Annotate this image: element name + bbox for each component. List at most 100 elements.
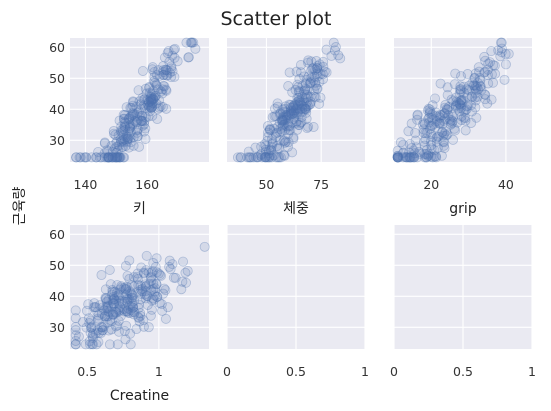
data-point bbox=[123, 142, 134, 153]
data-point bbox=[131, 101, 142, 112]
data-point bbox=[441, 103, 452, 114]
data-point bbox=[480, 66, 491, 77]
data-point bbox=[172, 56, 183, 67]
data-point bbox=[106, 324, 117, 335]
data-point bbox=[468, 80, 479, 91]
data-point bbox=[101, 302, 112, 313]
data-point bbox=[442, 104, 453, 115]
data-point bbox=[292, 92, 303, 103]
data-point bbox=[421, 149, 432, 160]
x-tick-label: 0 bbox=[223, 364, 231, 379]
data-point bbox=[128, 272, 139, 283]
data-point bbox=[125, 102, 136, 113]
data-point bbox=[442, 129, 453, 140]
data-point bbox=[140, 83, 151, 94]
x-tick-label: 20 bbox=[423, 177, 439, 192]
data-point bbox=[112, 280, 123, 291]
data-point bbox=[123, 303, 134, 314]
data-point bbox=[160, 313, 171, 324]
data-point bbox=[136, 115, 147, 126]
data-point bbox=[104, 306, 115, 317]
data-point bbox=[104, 339, 115, 350]
data-point bbox=[146, 93, 157, 104]
data-point bbox=[279, 119, 290, 130]
data-point bbox=[146, 276, 157, 287]
data-point bbox=[297, 100, 308, 111]
data-point bbox=[290, 100, 301, 111]
data-point bbox=[133, 312, 144, 323]
data-point bbox=[437, 118, 448, 129]
data-point bbox=[430, 107, 441, 118]
data-point bbox=[71, 152, 82, 163]
data-point bbox=[169, 52, 180, 63]
data-point bbox=[127, 110, 138, 121]
data-point bbox=[110, 295, 121, 306]
data-point bbox=[392, 145, 403, 156]
data-point bbox=[154, 102, 165, 113]
data-point bbox=[284, 110, 295, 121]
data-point bbox=[142, 291, 153, 302]
data-point bbox=[454, 99, 465, 110]
panel-weight: 50 75 체중 bbox=[227, 37, 365, 217]
data-point bbox=[282, 121, 293, 132]
data-point bbox=[305, 92, 316, 103]
data-point bbox=[117, 135, 128, 146]
data-point bbox=[146, 95, 157, 106]
data-point bbox=[496, 37, 507, 48]
data-point bbox=[162, 70, 173, 81]
data-point bbox=[99, 305, 110, 316]
data-point bbox=[432, 131, 443, 142]
data-point bbox=[406, 142, 417, 153]
data-point bbox=[178, 256, 189, 267]
data-point bbox=[180, 277, 191, 288]
data-point bbox=[403, 152, 414, 163]
data-point bbox=[482, 70, 493, 81]
data-point bbox=[106, 140, 117, 151]
data-point bbox=[185, 37, 196, 48]
data-point bbox=[93, 315, 104, 326]
data-point bbox=[297, 106, 308, 117]
data-point bbox=[131, 125, 142, 136]
data-point bbox=[110, 152, 121, 163]
data-point bbox=[144, 82, 155, 93]
data-point bbox=[159, 52, 170, 63]
data-point bbox=[285, 100, 296, 111]
data-point bbox=[118, 141, 129, 152]
data-point bbox=[70, 339, 81, 350]
data-point bbox=[414, 148, 425, 159]
data-point bbox=[149, 77, 160, 88]
data-point bbox=[266, 152, 277, 163]
data-point bbox=[405, 152, 416, 163]
data-point bbox=[433, 111, 444, 122]
data-point bbox=[115, 152, 126, 163]
data-point bbox=[160, 84, 171, 95]
data-point bbox=[303, 91, 314, 102]
data-point bbox=[450, 100, 461, 111]
data-point bbox=[122, 288, 133, 299]
data-point bbox=[461, 101, 472, 112]
data-point bbox=[321, 44, 332, 55]
data-point bbox=[98, 321, 109, 332]
data-point bbox=[274, 135, 285, 146]
data-point bbox=[114, 152, 125, 163]
x-tick-label: 140 bbox=[74, 177, 98, 192]
x-tick-label: 0.5 bbox=[77, 364, 97, 379]
data-point bbox=[96, 270, 107, 281]
data-point bbox=[148, 94, 159, 105]
data-point bbox=[123, 133, 134, 144]
data-point bbox=[158, 80, 169, 91]
data-point bbox=[272, 121, 283, 132]
data-point bbox=[456, 95, 467, 106]
data-point bbox=[87, 331, 98, 342]
data-point bbox=[392, 152, 403, 163]
data-point bbox=[461, 104, 472, 115]
data-point bbox=[137, 283, 148, 294]
data-point bbox=[499, 74, 510, 85]
x-tick-label: 75 bbox=[313, 177, 329, 192]
data-point bbox=[445, 119, 456, 130]
data-point bbox=[158, 288, 169, 299]
panel-height: 30 40 50 60 140 160 키 bbox=[49, 37, 209, 217]
data-point bbox=[408, 145, 419, 156]
data-point bbox=[144, 81, 155, 92]
